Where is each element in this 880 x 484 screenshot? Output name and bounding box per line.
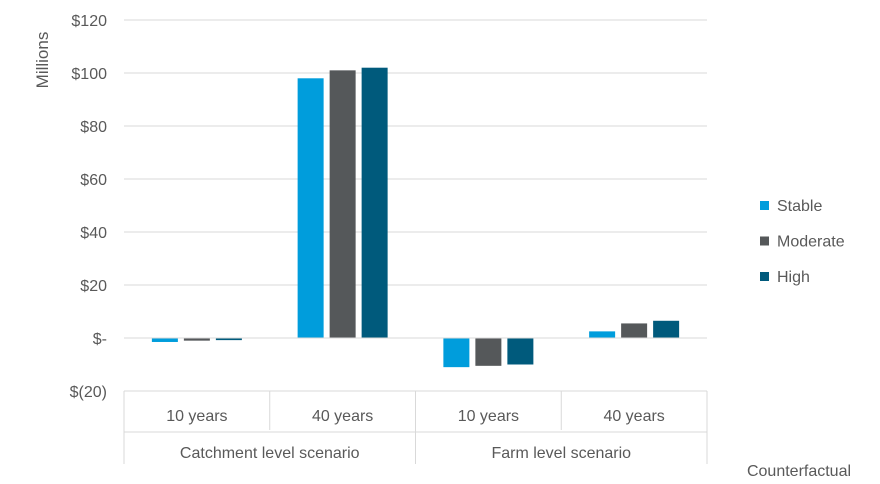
y-tick-label: $- (93, 331, 107, 348)
category-axis: 10 years 40 years Catchment level scenario… (123, 337, 708, 464)
legend-swatch-moderate (760, 236, 769, 246)
legend-swatch-stable (760, 201, 769, 210)
legend-label-moderate: Moderate (777, 234, 845, 251)
bar-high-1 (361, 67, 388, 338)
group-label: Farm level scenario (491, 445, 631, 462)
bar-stable-3 (589, 331, 616, 338)
group-label: Catchment level scenario (180, 445, 360, 462)
bar-moderate-2 (475, 338, 502, 366)
bars (151, 67, 680, 368)
bar-stable-2 (443, 338, 470, 368)
category-label: 10 years (166, 408, 227, 425)
bar-moderate-3 (621, 323, 648, 338)
x-axis-label: Counterfactual (747, 463, 851, 480)
category-label: 10 years (458, 408, 519, 425)
bar-high-0 (215, 338, 242, 341)
y-tick-label: $80 (80, 119, 107, 136)
bar-stable-0 (151, 338, 178, 342)
y-tick-label: $120 (71, 13, 107, 30)
y-axis-ticks: $120 $100 $80 $60 $40 $20 $- $(20) (70, 13, 107, 401)
bar-stable-1 (297, 78, 324, 339)
y-axis-label: Millions (33, 32, 52, 89)
y-tick-label: $60 (80, 172, 107, 189)
grid-lines (124, 19, 707, 339)
legend-label-high: High (777, 269, 810, 286)
category-label: 40 years (312, 408, 373, 425)
bar-high-3 (653, 320, 680, 338)
bar-moderate-1 (329, 70, 356, 338)
bar-high-2 (507, 338, 534, 365)
y-tick-label: $(20) (70, 384, 107, 401)
y-tick-label: $20 (80, 278, 107, 295)
bar-moderate-0 (183, 338, 210, 341)
category-label: 40 years (603, 408, 664, 425)
y-tick-label: $40 (80, 225, 107, 242)
legend: Stable Moderate High (760, 198, 845, 286)
y-tick-label: $100 (71, 66, 107, 83)
legend-label-stable: Stable (777, 198, 822, 215)
legend-swatch-high (760, 272, 769, 281)
